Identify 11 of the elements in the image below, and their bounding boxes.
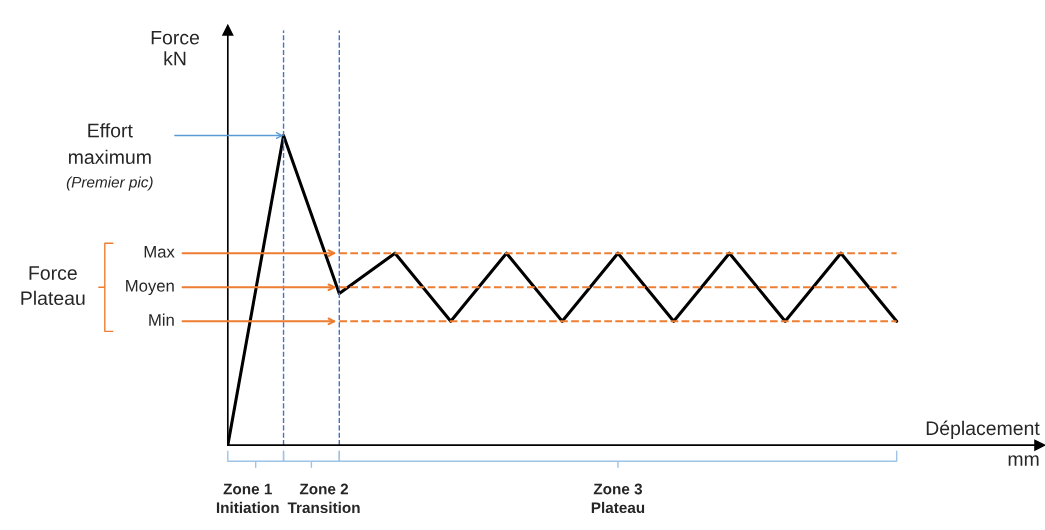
- text: Zone 2 Transition: [287, 483, 360, 514]
- text: Effort maximum: [68, 123, 151, 165]
- y-axis-title: Force kN: [151, 30, 200, 66]
- text: Zone 1 Initiation: [216, 483, 279, 514]
- text: Force Plateau: [21, 266, 85, 306]
- text: (Premier pic): [66, 176, 153, 191]
- x-axis-title: Déplacement mm: [926, 420, 1040, 466]
- text: Zone 3 Plateau: [591, 483, 645, 514]
- ref-line-label: Moyen: [126, 280, 174, 296]
- ref-line-label: Min: [149, 313, 174, 326]
- ref-line-label: Max: [144, 246, 175, 258]
